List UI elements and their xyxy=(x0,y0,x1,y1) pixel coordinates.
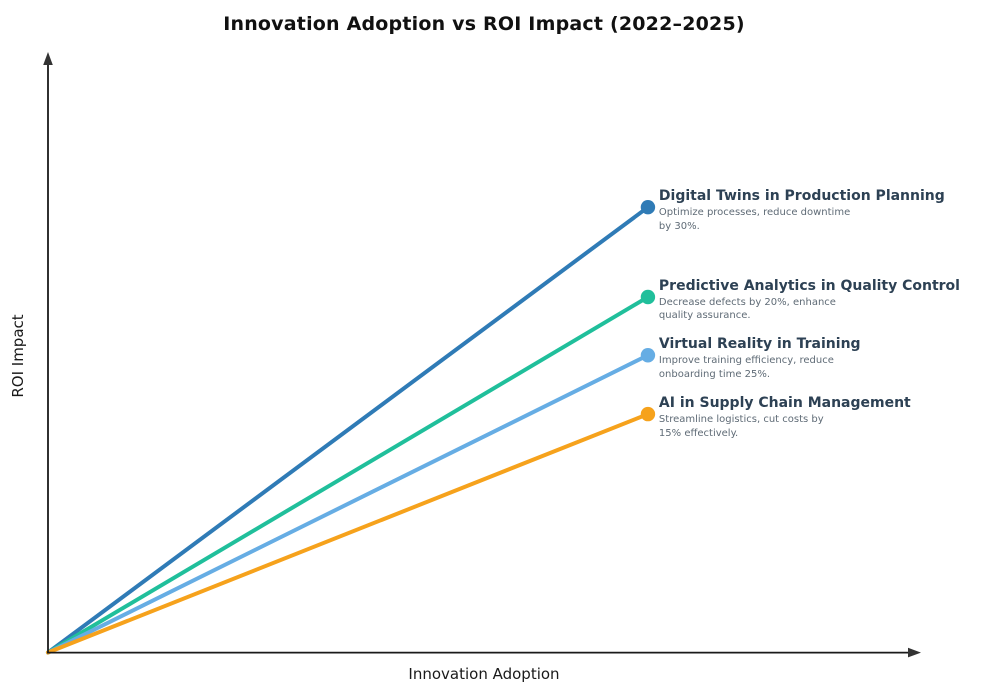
annotation-desc-line2: quality assurance. xyxy=(658,310,751,322)
annotation-digital-twins: Digital Twins in Production Planning Opt… xyxy=(659,188,979,233)
annotation-virtual-reality: Virtual Reality in Training Improve trai… xyxy=(659,336,979,381)
trend-line-0 xyxy=(46,205,650,655)
annotation-title: Digital Twins in Production Planning xyxy=(658,188,945,205)
annotation-desc-line1: Optimize processes, reduce downtime xyxy=(658,207,851,219)
y-axis-label: ROI Impact xyxy=(9,314,27,398)
series-lines-group xyxy=(46,200,656,655)
x-axis-arrow-icon xyxy=(908,647,921,658)
annotation-desc-line2: 15% effectively. xyxy=(658,427,739,439)
annotation-predictive-analytics: Predictive Analytics in Quality Control … xyxy=(659,278,979,323)
annotation-title: AI in Supply Chain Management xyxy=(658,395,911,412)
chart-title: Innovation Adoption vs ROI Impact (2022–… xyxy=(223,13,745,35)
x-axis-label: Innovation Adoption xyxy=(408,665,560,683)
endpoint-dot-0 xyxy=(640,200,656,215)
annotation-desc-line2: by 30%. xyxy=(658,220,700,232)
endpoint-dot-1 xyxy=(640,289,656,305)
trend-line-3 xyxy=(46,412,650,655)
annotation-desc-line1: Streamline logistics, cut costs by xyxy=(658,414,824,426)
annotation-ai-supply-chain: AI in Supply Chain Management Streamline… xyxy=(659,395,979,440)
endpoint-dot-3 xyxy=(640,406,656,422)
trend-line-2 xyxy=(46,353,650,655)
y-axis-arrow-icon xyxy=(43,52,53,65)
trend-line-1 xyxy=(46,294,650,655)
annotation-title: Predictive Analytics in Quality Control xyxy=(658,277,960,294)
annotation-title: Virtual Reality in Training xyxy=(658,336,861,353)
annotation-desc-line2: onboarding time 25%. xyxy=(658,368,771,380)
annotation-desc-line1: Decrease defects by 20%, enhance xyxy=(658,296,836,308)
endpoint-dot-2 xyxy=(640,348,656,363)
annotation-desc-line1: Improve training efficiency, reduce xyxy=(658,355,834,367)
